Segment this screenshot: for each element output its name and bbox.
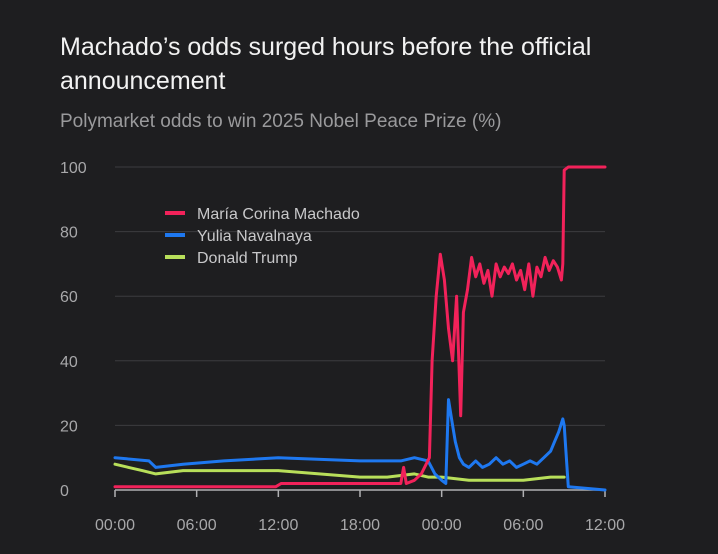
grid	[115, 166, 605, 426]
legend-label: Donald Trump	[197, 250, 298, 267]
series-line-1	[113, 398, 607, 492]
x-tick-label: 06:00	[503, 517, 543, 534]
x-tick-label: 12:00	[585, 517, 625, 534]
y-tick-label: 60	[60, 289, 78, 306]
legend: María Corina Machado Yulia Navalnaya Donal…	[165, 206, 360, 267]
x-tick-label: 00:00	[422, 517, 462, 534]
series-line-2	[113, 462, 566, 482]
series-line-0	[113, 165, 607, 489]
x-tick-label: 06:00	[177, 517, 217, 534]
y-tick-label: 40	[60, 354, 78, 371]
legend-label: María Corina Machado	[197, 206, 360, 223]
x-tick-label: 12:00	[258, 517, 298, 534]
y-tick-label: 0	[60, 483, 69, 500]
series-lines	[113, 165, 607, 492]
y-tick-label: 20	[60, 418, 78, 435]
y-tick-label: 100	[60, 160, 87, 177]
chart-subtitle: Polymarket odds to win 2025 Nobel Peace …	[60, 111, 502, 132]
chart-title: Machado’s odds surged hours before the o…	[60, 33, 592, 95]
x-tick-label: 00:00	[95, 517, 135, 534]
x-tick-label: 18:00	[340, 517, 380, 534]
y-tick-label: 80	[60, 225, 78, 242]
axes: 0 20 40 60 80 100 00:00 06:00 12:00 18:00 00:00 06:…	[60, 160, 625, 534]
legend-label: Yulia Navalnaya	[197, 228, 312, 245]
